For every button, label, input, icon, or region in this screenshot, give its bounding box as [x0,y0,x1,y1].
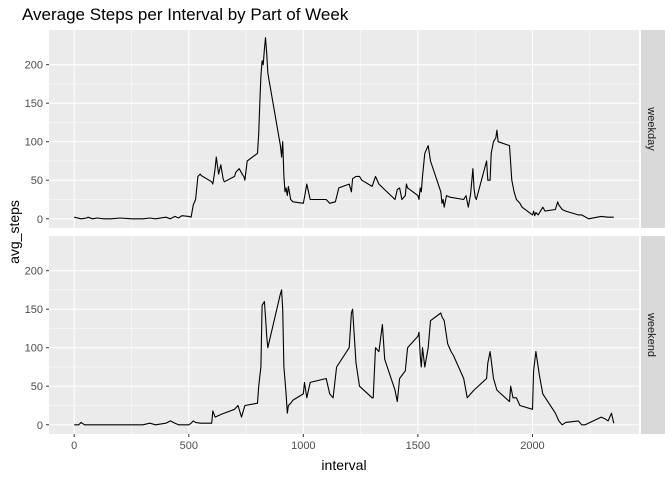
y-axis-title: avg_steps [6,200,22,264]
minor-gridlines [49,30,639,228]
x-tick-label: 500 [180,440,198,452]
strip-background [641,236,665,434]
strip-background [641,30,665,228]
y-tick-label: 150 [25,304,43,316]
y-tick-label: 150 [25,98,43,110]
strip-label-weekend: weekend [645,312,657,357]
panel-background [49,236,639,434]
strip-label-weekday: weekday [645,106,657,151]
x-tick-label: 0 [71,440,77,452]
y-axis-ticks-weekday: 0 50 100 150 200 [25,60,49,226]
series-line-weekend [74,289,615,426]
panel-background [49,30,639,228]
y-tick-label: 100 [25,343,43,355]
x-axis: 0 500 1000 1500 2000 [71,434,545,452]
x-tick-label: 1000 [291,440,315,452]
major-gridlines [49,236,639,434]
y-tick-label: 200 [25,266,43,278]
facet-panel-weekday: 0 50 100 150 200 weekday [25,30,665,228]
x-tick-label: 2000 [520,440,544,452]
facet-panel-weekend: 0 50 100 150 200 weekend [25,236,665,434]
series-line-weekday [74,37,614,220]
y-tick-label: 50 [31,381,43,393]
x-axis-title: interval [321,457,366,473]
x-tick-label: 1500 [406,440,430,452]
y-axis-ticks-weekend: 0 50 100 150 200 [25,266,49,432]
y-tick-label: 100 [25,137,43,149]
minor-gridlines [49,236,639,434]
chart-title: Average Steps per Interval by Part of We… [22,5,349,24]
major-gridlines [49,30,639,228]
y-tick-label: 0 [37,214,43,226]
y-tick-label: 200 [25,60,43,72]
y-tick-label: 0 [37,420,43,432]
y-tick-label: 50 [31,175,43,187]
